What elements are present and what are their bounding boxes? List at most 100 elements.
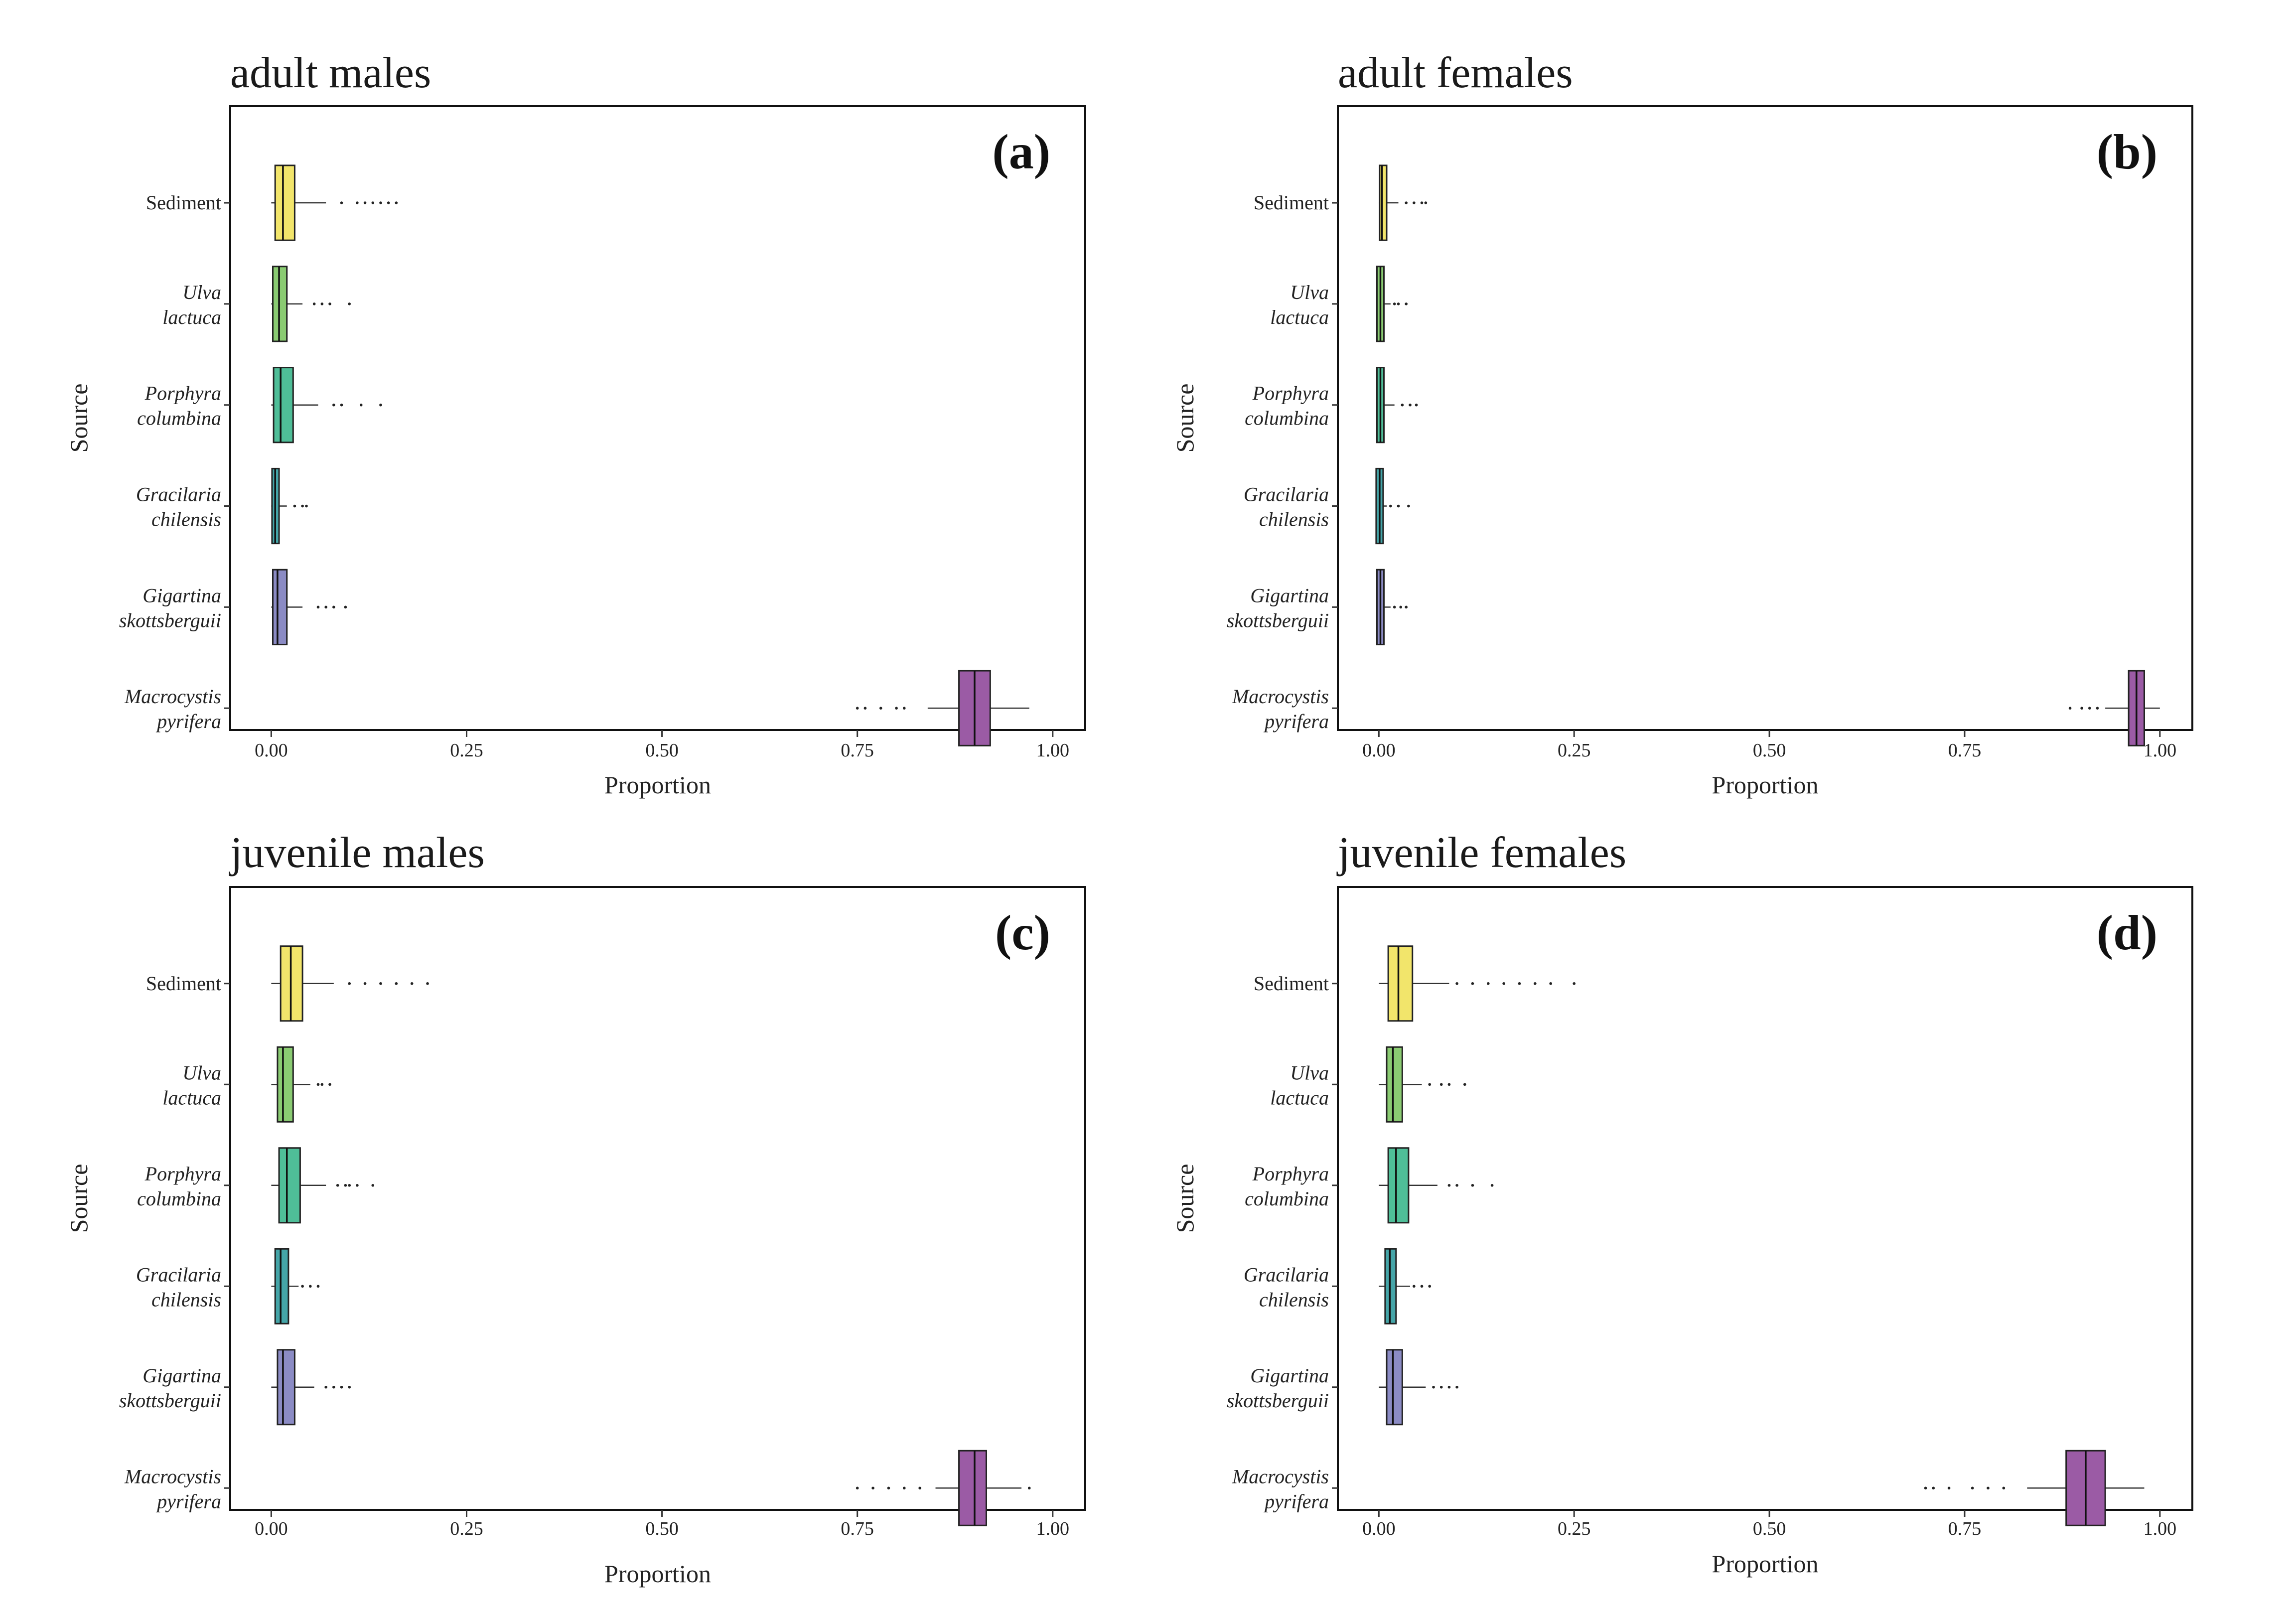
x-tick-label: 0.75 bbox=[841, 740, 874, 761]
outlier-point bbox=[1924, 1486, 1927, 1490]
x-tick-label: 0.00 bbox=[1362, 1518, 1396, 1539]
outlier-point bbox=[2080, 707, 2083, 710]
x-tick-label: 0.00 bbox=[255, 740, 288, 761]
x-tick-label: 1.00 bbox=[1036, 740, 1070, 761]
outlier-point bbox=[1534, 982, 1537, 985]
y-tick-label: pyrifera bbox=[155, 1490, 221, 1512]
x-axis-title: Proportion bbox=[604, 1560, 711, 1588]
outlier-point bbox=[902, 707, 906, 710]
x-tick-label: 0.25 bbox=[450, 1518, 483, 1539]
y-tick-label: lactuca bbox=[162, 1086, 221, 1109]
outlier-point bbox=[328, 302, 331, 305]
x-tick-label: 0.50 bbox=[645, 740, 679, 761]
outlier-point bbox=[344, 1183, 347, 1187]
outlier-point bbox=[305, 504, 308, 508]
outlier-point bbox=[332, 1385, 335, 1389]
outlier-point bbox=[348, 1183, 351, 1187]
outlier-point bbox=[1393, 302, 1396, 305]
outlier-point bbox=[1447, 1385, 1451, 1389]
outlier-point bbox=[1428, 1083, 1432, 1086]
outlier-point bbox=[1447, 1183, 1451, 1187]
outlier-point bbox=[387, 201, 390, 204]
outlier-point bbox=[1424, 201, 1428, 204]
y-tick-label: Gigartina bbox=[1250, 584, 1329, 606]
outlier-point bbox=[1573, 982, 1576, 985]
y-axis-title: Source bbox=[1171, 384, 1199, 453]
outlier-point bbox=[371, 1183, 375, 1187]
plot-frame bbox=[229, 105, 1086, 731]
y-tick-label: chilensis bbox=[1259, 1288, 1329, 1311]
x-tick-label: 0.50 bbox=[1753, 1518, 1786, 1539]
outlier-point bbox=[316, 605, 320, 609]
plot-frame bbox=[229, 886, 1086, 1511]
x-tick-label: 0.50 bbox=[645, 1518, 679, 1539]
outlier-point bbox=[1518, 982, 1521, 985]
box bbox=[1379, 164, 1388, 241]
outlier-point bbox=[308, 1285, 312, 1288]
source-row: Macrocystis pyrifera bbox=[124, 1450, 1031, 1526]
outlier-point bbox=[1413, 201, 1416, 204]
x-tick-label: 0.25 bbox=[1558, 1518, 1591, 1539]
y-tick-label: skottsberguii bbox=[119, 609, 221, 631]
outlier-point bbox=[316, 1083, 320, 1086]
panel-title: adult males bbox=[230, 49, 431, 97]
panel-tag: (d) bbox=[2097, 905, 2157, 960]
outlier-point bbox=[1549, 982, 1552, 985]
outlier-point bbox=[379, 201, 382, 204]
y-tick-label: Sediment bbox=[146, 191, 221, 214]
box bbox=[272, 569, 288, 645]
y-tick-label: chilensis bbox=[151, 508, 221, 531]
outlier-point bbox=[856, 707, 859, 710]
outlier-point bbox=[1486, 982, 1490, 985]
outlier-point bbox=[356, 1183, 359, 1187]
outlier-point bbox=[2002, 1486, 2006, 1490]
y-tick-label: Ulva bbox=[182, 1061, 221, 1084]
outlier-point bbox=[301, 1285, 304, 1288]
chart-panel-1: adult males (a) 0.00 0.25 0.50 0.75 1.00 Propor… bbox=[65, 49, 1086, 799]
y-tick-label: columbina bbox=[1245, 407, 1329, 430]
outlier-point bbox=[1471, 1183, 1474, 1187]
outlier-point bbox=[863, 707, 867, 710]
outlier-point bbox=[2088, 707, 2091, 710]
source-row: Sediment bbox=[146, 164, 398, 241]
outlier-point bbox=[1432, 1385, 1435, 1389]
x-tick-label: 0.75 bbox=[1948, 1518, 1982, 1539]
outlier-point bbox=[340, 403, 343, 407]
y-tick-label: Macrocystis bbox=[1232, 685, 1329, 708]
box bbox=[278, 1147, 301, 1224]
outlier-point bbox=[1455, 1183, 1458, 1187]
outlier-point bbox=[1393, 605, 1396, 609]
y-tick-label: Sediment bbox=[1254, 191, 1329, 214]
y-tick-label: Porphyra bbox=[144, 382, 221, 405]
outlier-point bbox=[379, 403, 382, 407]
y-tick-label: skottsberguii bbox=[119, 1389, 221, 1412]
y-tick-label: Gigartina bbox=[1250, 1364, 1329, 1387]
y-tick-label: Macrocystis bbox=[124, 1465, 221, 1487]
chart-panel-3: juvenile males (c) 0.00 0.25 0.50 0.75 1.00 Pro… bbox=[65, 829, 1086, 1588]
y-tick-label: columbina bbox=[1245, 1187, 1329, 1210]
outlier-point bbox=[336, 1183, 339, 1187]
panel-tag: (a) bbox=[992, 124, 1050, 179]
outlier-point bbox=[293, 504, 296, 508]
x-tick-label: 1.00 bbox=[2144, 740, 2177, 761]
box bbox=[1387, 1147, 1410, 1224]
x-tick-label: 0.50 bbox=[1753, 740, 1786, 761]
outlier-point bbox=[316, 1285, 320, 1288]
outlier-point bbox=[324, 1385, 327, 1389]
y-tick-label: Porphyra bbox=[1252, 382, 1329, 405]
source-row: Ulva lactuca bbox=[1270, 266, 1408, 342]
outlier-point bbox=[410, 982, 414, 985]
outlier-point bbox=[1405, 302, 1408, 305]
outlier-point bbox=[344, 605, 347, 609]
x-tick-label: 0.25 bbox=[450, 740, 483, 761]
outlier-point bbox=[363, 201, 367, 204]
outlier-point bbox=[879, 707, 882, 710]
plot-frame bbox=[1337, 886, 2193, 1511]
y-tick-label: columbina bbox=[137, 1187, 221, 1210]
y-tick-label: Porphyra bbox=[144, 1163, 221, 1185]
outlier-point bbox=[2068, 707, 2072, 710]
